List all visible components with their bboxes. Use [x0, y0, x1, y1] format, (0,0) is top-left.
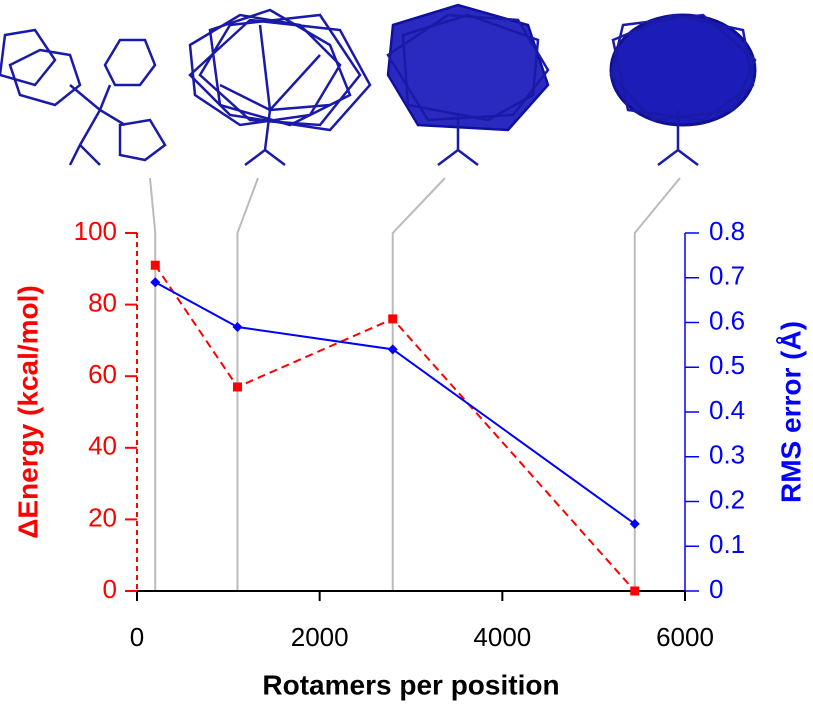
y2-tick-label: 0.5: [709, 350, 745, 380]
connector: [635, 178, 680, 591]
y-tick-label: 0: [103, 574, 117, 604]
y2-tick-label: 0.4: [709, 395, 745, 425]
marker: [233, 382, 242, 391]
x-tick-label: 2000: [291, 622, 349, 652]
marker: [150, 277, 160, 287]
y2-tick-label: 0.7: [709, 261, 745, 291]
marker: [630, 587, 639, 596]
x-axis-title: Rotamers per position: [262, 669, 559, 700]
y-axis-title: ΔEnergy (kcal/mol): [12, 285, 43, 539]
y2-tick-label: 0.3: [709, 440, 745, 470]
y2-tick-label: 0.1: [709, 529, 745, 559]
x-tick-label: 6000: [656, 622, 714, 652]
connector: [150, 178, 155, 591]
y-tick-label: 40: [88, 431, 117, 461]
y2-tick-label: 0.6: [709, 305, 745, 335]
y-tick-label: 80: [88, 287, 117, 317]
marker: [388, 314, 397, 323]
y-tick-label: 60: [88, 359, 117, 389]
marker: [232, 322, 242, 332]
x-tick-label: 0: [130, 622, 144, 652]
connector: [393, 178, 445, 591]
chart: Rotamers per position ΔEnergy (kcal/mol)…: [0, 0, 813, 704]
y2-axis-title: RMS error (Å): [775, 321, 806, 503]
marker: [151, 261, 160, 270]
x-tick-label: 4000: [473, 622, 531, 652]
molecule-images: [0, 5, 755, 165]
y2-tick-label: 0.2: [709, 484, 745, 514]
y-tick-label: 100: [74, 216, 117, 246]
series-line: [155, 265, 635, 591]
y-tick-label: 20: [88, 502, 117, 532]
y2-tick-label: 0: [709, 574, 723, 604]
y2-tick-label: 0.8: [709, 216, 745, 246]
